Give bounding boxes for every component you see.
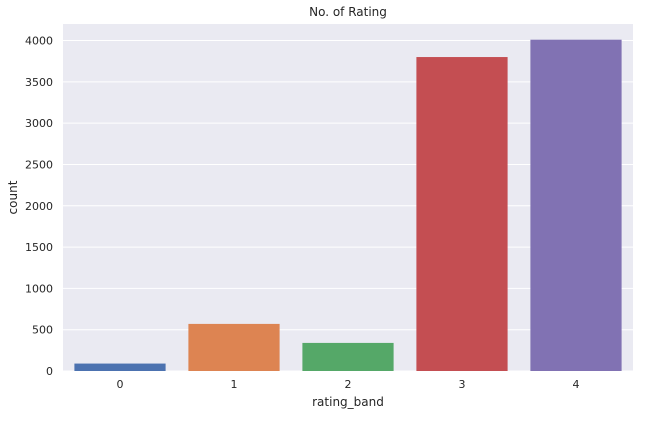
x-tick-label: 4 xyxy=(573,378,580,391)
x-tick-label: 3 xyxy=(459,378,466,391)
y-tick-label: 0 xyxy=(46,365,53,378)
x-axis-label: rating_band xyxy=(312,395,384,409)
bars xyxy=(74,39,622,372)
bar-3 xyxy=(416,57,508,372)
y-tick-label: 500 xyxy=(32,324,53,337)
x-tick-label: 2 xyxy=(345,378,352,391)
x-tick-label: 1 xyxy=(231,378,238,391)
bar-1 xyxy=(188,323,280,371)
chart-title: No. of Rating xyxy=(309,5,387,19)
y-axis-ticks: 0 500 1000 1500 2000 2500 3000 3500 4000 xyxy=(25,35,53,378)
bar-4 xyxy=(530,39,622,371)
y-tick-label: 1000 xyxy=(25,282,53,295)
y-tick-label: 1500 xyxy=(25,241,53,254)
bar-2 xyxy=(302,342,394,371)
y-axis-label: count xyxy=(6,180,20,214)
y-tick-label: 3500 xyxy=(25,76,53,89)
x-axis-ticks: 0 1 2 3 4 xyxy=(117,378,580,391)
y-tick-label: 3000 xyxy=(25,117,53,130)
x-tick-label: 0 xyxy=(117,378,124,391)
y-tick-label: 2500 xyxy=(25,158,53,171)
y-tick-label: 4000 xyxy=(25,35,53,48)
y-tick-label: 2000 xyxy=(25,200,53,213)
bar-0 xyxy=(74,363,166,371)
